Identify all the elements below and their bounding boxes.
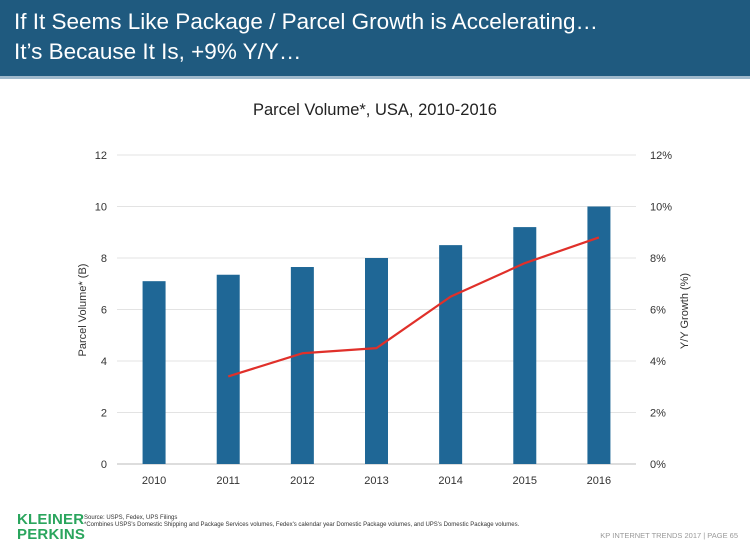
y-tick-label: 4 [101, 356, 107, 368]
y2-tick-label: 2% [650, 408, 666, 420]
bar [290, 267, 314, 464]
y2-tick-label: 0% [650, 459, 666, 471]
y-tick-label: 0 [101, 459, 107, 471]
y2-tick-label: 12% [650, 150, 672, 162]
x-tick-label: 2013 [364, 475, 388, 487]
bar [142, 281, 166, 464]
y-tick-label: 8 [101, 253, 107, 265]
x-tick-label: 2011 [216, 475, 240, 487]
source-text: Source: USPS, Fedex, UPS Filings [84, 515, 178, 521]
x-tick-label: 2014 [438, 475, 462, 487]
bar-series [142, 206, 611, 464]
y2-tick-label: 6% [650, 305, 666, 317]
logo-line-2: PERKINS [17, 526, 86, 543]
footnote-text: *Combines USPS's Domestic Shipping and P… [84, 522, 520, 528]
right-axis-label: Y/Y Growth (%) [679, 273, 691, 349]
title-banner: If It Seems Like Package / Parcel Growth… [0, 0, 750, 79]
y-tick-label: 10 [95, 202, 107, 214]
y2-tick-label: 4% [650, 356, 666, 368]
bar [587, 206, 611, 464]
bar [216, 274, 240, 464]
y2-tick-label: 8% [650, 253, 666, 265]
x-tick-label: 2015 [513, 475, 537, 487]
logo-line-1: KLEINER [17, 511, 85, 528]
y-tick-label: 6 [101, 305, 107, 317]
left-axis-label: Parcel Volume* (B) [77, 264, 89, 357]
y-tick-label: 12 [95, 150, 107, 162]
parcel-volume-chart: Parcel Volume*, USA, 2010-2016 0 2 4 6 8 10 12… [77, 101, 691, 487]
slide-title-line-2: It’s Because It Is, +9% Y/Y… [14, 39, 302, 64]
y-tick-label: 2 [101, 408, 107, 420]
bar [365, 258, 388, 464]
bar [513, 227, 537, 464]
chart-title: Parcel Volume*, USA, 2010-2016 [253, 101, 497, 119]
right-axis-ticks: 0% 2% 4% 6% 8% 10% 12% [650, 150, 672, 471]
bar [439, 245, 463, 464]
slide-title-line-1: If It Seems Like Package / Parcel Growth… [14, 9, 599, 34]
growth-line [227, 236, 600, 378]
source-notes: Source: USPS, Fedex, UPS Filings *Combin… [84, 515, 554, 529]
x-axis-ticks: 2010 2011 2012 2013 2014 2015 2016 [142, 475, 611, 487]
growth-line-series [227, 236, 600, 378]
page-label: KP INTERNET TRENDS 2017 | PAGE 65 [600, 531, 738, 540]
left-axis-ticks: 0 2 4 6 8 10 12 [95, 150, 107, 471]
kleiner-perkins-logo: KLEINER PERKINS [17, 512, 85, 542]
x-tick-label: 2016 [587, 475, 611, 487]
y2-tick-label: 10% [650, 202, 672, 214]
x-tick-label: 2012 [290, 475, 314, 487]
x-tick-label: 2010 [142, 475, 166, 487]
